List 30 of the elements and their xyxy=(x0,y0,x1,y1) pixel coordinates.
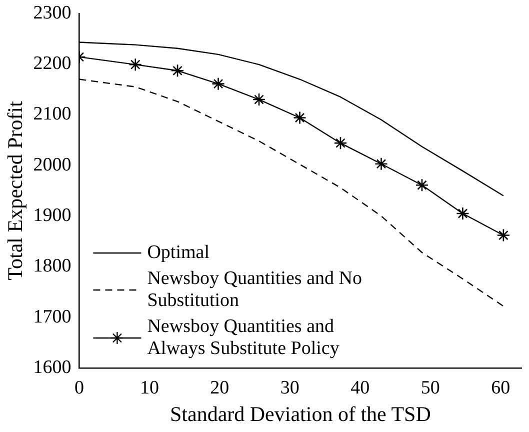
point xyxy=(456,206,470,220)
y-tick-label: 2000 xyxy=(33,154,72,176)
point xyxy=(374,157,388,170)
x-tick-label: 50 xyxy=(420,377,440,398)
y-axis-title: Total Expected Profit xyxy=(3,100,28,280)
legend-label: Newsboy Quantities and No Substitution xyxy=(147,268,362,311)
y-tick-label: 1600 xyxy=(33,356,72,378)
point xyxy=(334,136,348,150)
x-tick-label: 40 xyxy=(350,377,370,398)
y-tick-label: 1800 xyxy=(33,256,72,277)
y-tick-label: 2200 xyxy=(33,53,72,74)
y-tick-label: 1900 xyxy=(33,205,72,226)
point xyxy=(496,228,510,242)
x-tick-label: 30 xyxy=(280,377,300,398)
legend-label: Newsboy Quantities and Always Substitute Policy xyxy=(147,316,340,359)
x-tick-label: 10 xyxy=(140,377,159,398)
x-tick-label: 0 xyxy=(74,377,84,398)
point xyxy=(212,77,225,90)
point xyxy=(252,92,266,106)
point xyxy=(128,58,142,72)
y-tick-label: 1700 xyxy=(33,306,72,328)
y-tick-label: 2100 xyxy=(33,104,72,125)
legend-label: Optimal xyxy=(147,242,210,263)
x-tick-label: 60 xyxy=(491,377,510,398)
x-tick-label: 20 xyxy=(210,377,230,398)
point xyxy=(415,178,429,192)
y-tick-label: 2300 xyxy=(33,2,72,24)
x-axis-title: Standard Deviation of the TSD xyxy=(170,402,431,426)
point xyxy=(170,64,184,78)
point xyxy=(293,111,306,124)
